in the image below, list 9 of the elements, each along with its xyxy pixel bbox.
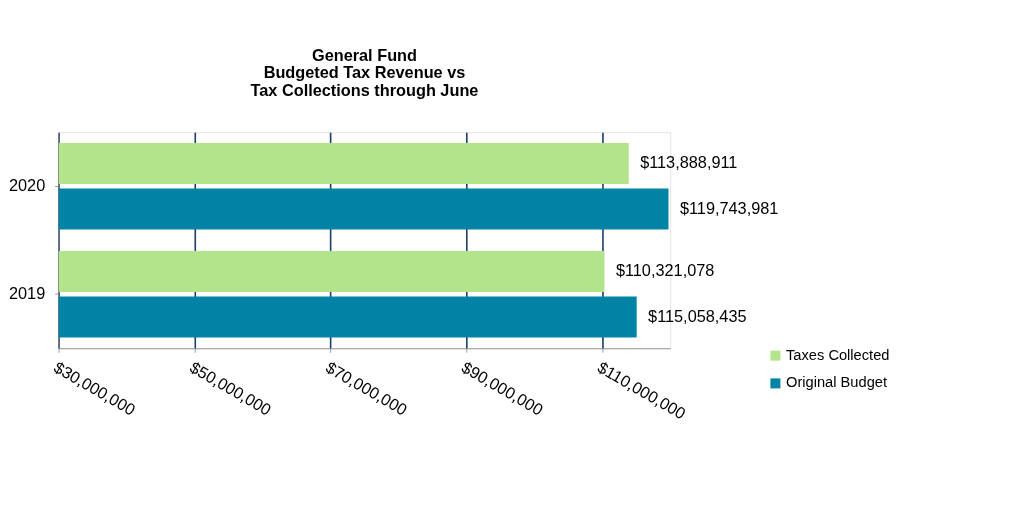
data-label: $110,321,078 bbox=[615, 261, 715, 280]
y-tick-label: 2019 bbox=[8, 284, 46, 303]
y-tick-label: 2020 bbox=[8, 176, 46, 195]
data-label: $115,058,435 bbox=[648, 306, 747, 325]
legend-label: Taxes Collected bbox=[786, 346, 890, 363]
chart-title: General Fund Budgeted Tax Revenue vs Tax Collections through June bbox=[250, 45, 479, 100]
data-label: $119,743,981 bbox=[679, 198, 779, 217]
legend-label: Original Budget bbox=[786, 374, 888, 391]
data-label: $113,888,911 bbox=[640, 153, 738, 172]
